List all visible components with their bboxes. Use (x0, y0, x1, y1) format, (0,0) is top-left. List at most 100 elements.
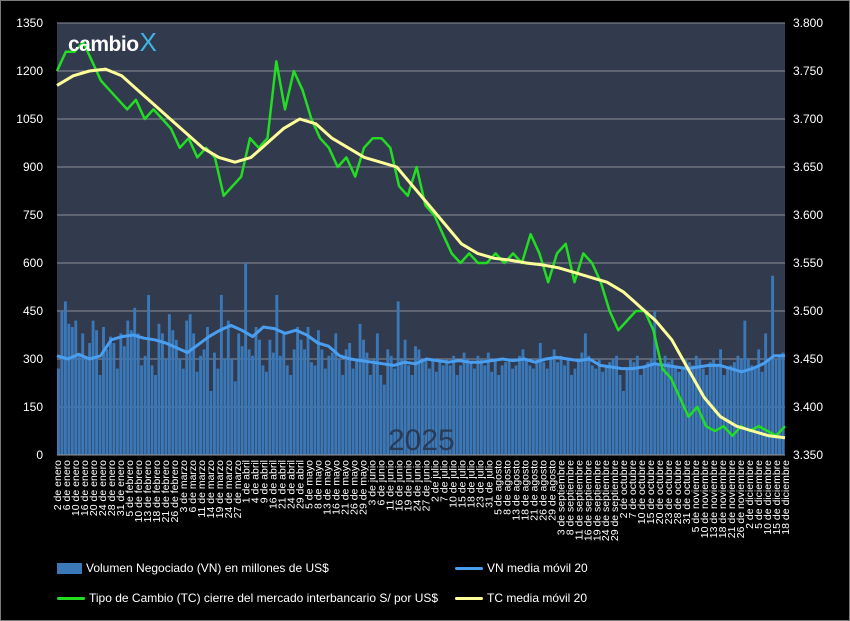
volume-bar (445, 359, 449, 455)
volume-bar (618, 375, 622, 455)
volume-bar (511, 368, 514, 455)
volume-bar (389, 355, 393, 455)
volume-bar (490, 371, 494, 455)
x-tick-label: 6 de junio (376, 460, 388, 506)
volume-bar (771, 275, 774, 455)
x-tick-label: 24 de junio (412, 460, 424, 512)
volume-bar (670, 359, 674, 455)
x-tick-label: 24 de abril (286, 460, 298, 509)
volume-bar (206, 327, 209, 455)
volume-bar (223, 359, 227, 455)
x-tick-label: 27 de junio (421, 460, 433, 512)
volume-bar (694, 355, 698, 455)
volume-bar (261, 365, 265, 455)
volume-bar (102, 327, 105, 455)
x-tick-label: 28 de octubre (672, 460, 684, 524)
volume-bar (164, 359, 168, 455)
volume-bar (479, 359, 483, 455)
y-right-tick-label: 3.450 (793, 352, 823, 366)
volume-bar (739, 359, 743, 455)
volume-bar (719, 349, 722, 455)
volume-bar (150, 365, 154, 455)
volume-bar (174, 339, 178, 455)
volume-bar (396, 301, 400, 455)
volume-bar (577, 359, 580, 455)
y-left-tick-label: 450 (23, 304, 43, 318)
x-tick-label: 13 de mayo (322, 460, 334, 515)
volume-bar (649, 359, 653, 455)
volume-bar (372, 359, 376, 455)
volume-bar (514, 365, 518, 455)
y-left-tick-label: 1200 (16, 64, 43, 78)
cambiox-logo: cambioX (68, 27, 157, 58)
volume-bar (570, 375, 573, 455)
volume-bar (320, 349, 324, 455)
x-tick-label: 21 de febrero (160, 460, 172, 523)
legend-swatch-tc (57, 596, 85, 600)
y-right-tick-label: 3.800 (793, 16, 823, 30)
y-left-tick-label: 150 (23, 400, 43, 414)
volume-bar (580, 352, 584, 455)
x-tick-label: 20 de octubre (654, 460, 666, 524)
volume-bar (674, 365, 677, 455)
volume-bar (462, 352, 466, 455)
x-tick-label: 16 de septiembre (582, 460, 594, 541)
volume-bar (535, 359, 539, 455)
volume-bar (136, 333, 140, 455)
x-tick-label: 19 de septiembre (591, 460, 603, 541)
y-left-tick-label: 1050 (16, 112, 43, 126)
volume-bar (403, 339, 407, 455)
volume-bar (84, 359, 88, 455)
volume-bar (244, 263, 248, 455)
logo-text: cambio (68, 33, 139, 56)
volume-bar (337, 359, 341, 455)
volume-bar (733, 362, 736, 455)
legend-item-vn-ma: VN media móvil 20 (455, 561, 588, 575)
volume-bar (289, 375, 293, 455)
volume-bar (639, 375, 643, 455)
volume-bar (469, 362, 473, 455)
x-tick-label: 23 de julio (474, 460, 486, 508)
legend-label-vn-ma: VN media móvil 20 (487, 561, 588, 575)
x-tick-label: 6 de marzo (187, 460, 199, 513)
volume-bar (681, 368, 684, 455)
volume-bar (708, 362, 712, 455)
legend-swatch-vn-ma (455, 566, 483, 570)
y-left-tick-label: 1350 (16, 16, 43, 30)
x-tick-label: 5 de agosto (492, 460, 504, 515)
volume-bar (542, 362, 546, 455)
volume-bar (119, 333, 123, 455)
x-tick-label: 18 de noviembre (717, 460, 729, 538)
volume-bar (767, 359, 771, 455)
volume-bar (625, 368, 629, 455)
volume-bar (317, 330, 320, 455)
volume-bar (538, 343, 542, 455)
volume-bar (646, 362, 650, 455)
volume-bar (583, 333, 587, 455)
x-tick-label: 5 de noviembre (690, 460, 702, 533)
x-tick-label: 9 de abril (259, 460, 271, 503)
volume-bar (254, 327, 258, 455)
volume-bar (781, 352, 785, 455)
x-tick-label: 11 de junio (385, 460, 397, 511)
volume-bar (660, 368, 664, 455)
x-tick-label: 19 de marzo (214, 460, 226, 519)
volume-bar (521, 349, 525, 455)
y-right-tick-label: 3.750 (793, 64, 823, 78)
volume-bar (115, 368, 119, 455)
volume-bar (143, 355, 147, 455)
volume-bar (382, 384, 386, 455)
volume-bar (209, 391, 213, 455)
x-tick-label: 24 de septiembre (600, 460, 612, 541)
volume-bar (216, 368, 220, 455)
x-tick-label: 15 de octubre (645, 460, 657, 524)
volume-bar (192, 333, 196, 455)
year-watermark: 2025 (388, 424, 455, 457)
x-tick-label: 3 de marzo (178, 460, 190, 513)
x-tick-label: 16 de mayo (331, 460, 343, 515)
volume-bar (448, 365, 452, 455)
x-tick-label: 29 de mayo (358, 460, 370, 515)
volume-bar (590, 365, 594, 455)
volume-bar (282, 333, 286, 455)
volume-bar (126, 320, 130, 455)
